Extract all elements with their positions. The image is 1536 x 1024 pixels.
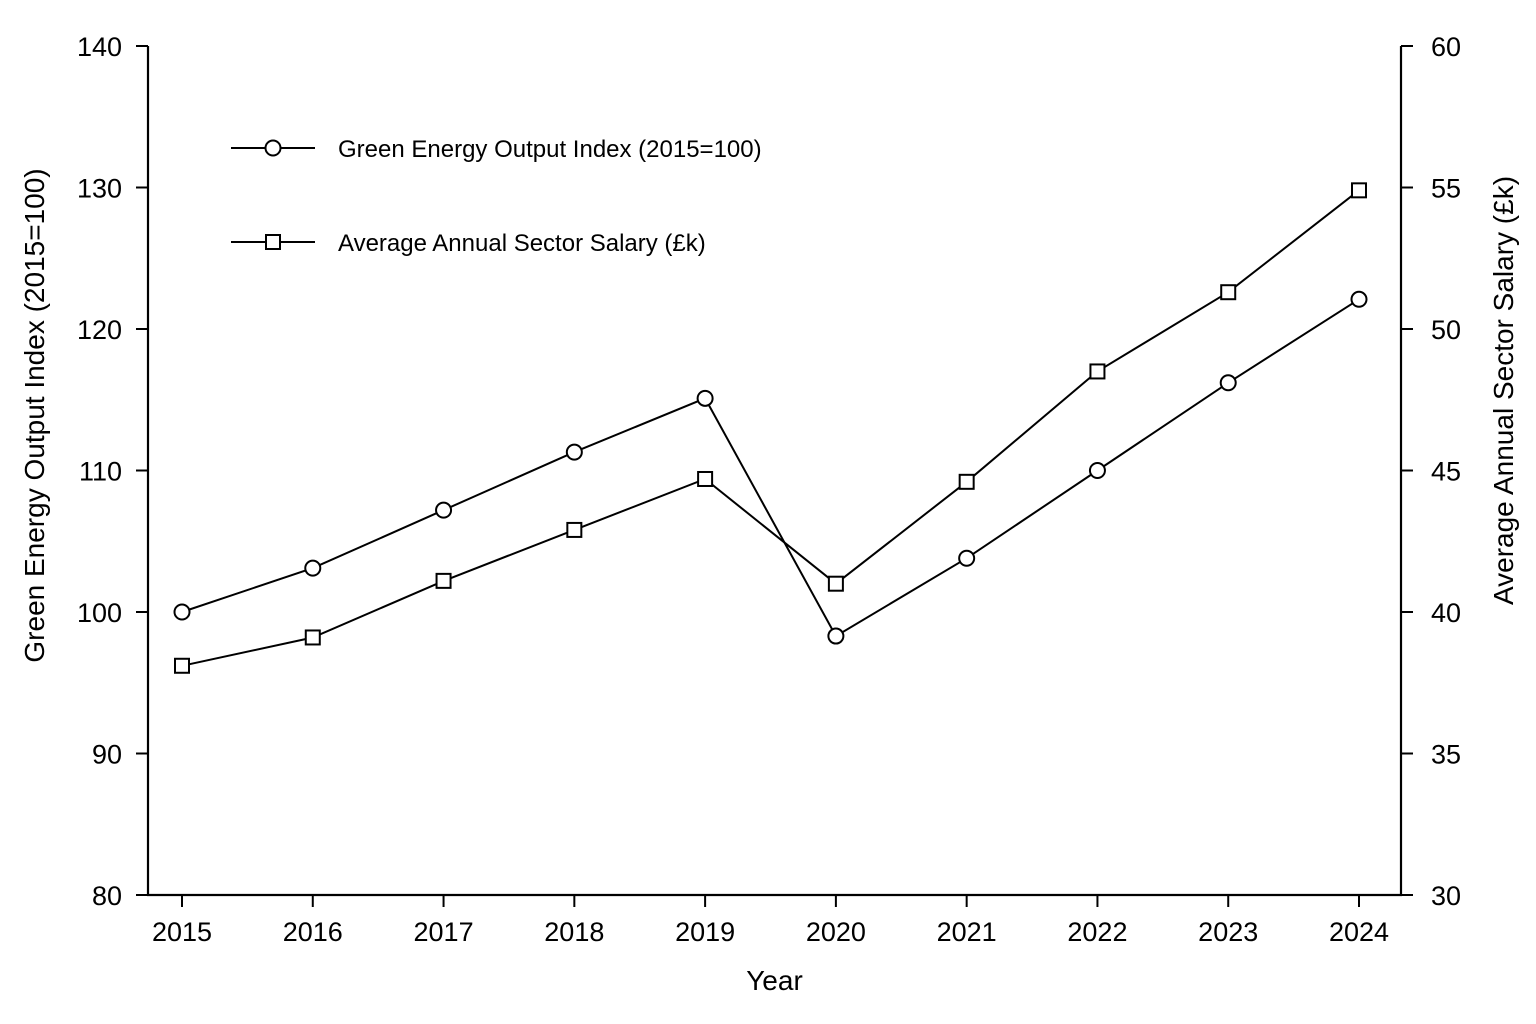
output-index-point (304, 559, 322, 577)
right-y-tick-label: 50 (1431, 315, 1461, 345)
legend-circle-marker (264, 139, 282, 157)
output-index-point (696, 389, 714, 407)
salary-point (1351, 182, 1367, 199)
output-index-point (827, 627, 845, 645)
left-y-tick-label: 100 (77, 598, 122, 628)
legend: Green Energy Output Index (2015=100) Ave… (231, 136, 762, 257)
series (173, 182, 1368, 674)
output-index-point (565, 443, 583, 461)
left-y-tick-label: 110 (79, 457, 122, 487)
output-index-line (181, 298, 1360, 638)
output-index-point (173, 603, 191, 621)
x-tick-label: 2020 (806, 917, 866, 947)
output-index-point (1088, 462, 1106, 479)
axes (146, 46, 1403, 897)
right-y-tick-label: 35 (1431, 740, 1461, 770)
salary-point (566, 521, 583, 538)
x-tick-label: 2023 (1198, 917, 1258, 947)
right-y-tick-label: 40 (1431, 598, 1461, 628)
left-y-tick-label: 140 (77, 32, 122, 62)
output-index-point (958, 549, 976, 567)
left-y-tick-label: 80 (92, 881, 122, 911)
x-axis-title: Year (746, 965, 803, 996)
left-y-tick-label: 120 (77, 315, 122, 345)
salary-point (1220, 284, 1237, 301)
x-tick-label: 2019 (675, 917, 735, 947)
x-tick-label: 2015 (152, 917, 212, 947)
legend-label-output-index: Green Energy Output Index (2015=100) (338, 136, 762, 163)
left-y-tick-label: 90 (92, 740, 122, 770)
ticks: 80 90 100 110 120 130 140 30 35 40 45 50 55 60 2015 201… (77, 32, 1461, 947)
salary-point (304, 629, 321, 646)
right-y-tick-label: 55 (1431, 174, 1461, 204)
right-y-tick-label: 30 (1431, 881, 1461, 911)
x-tick-label: 2024 (1329, 917, 1389, 947)
right-y-tick-label: 60 (1431, 32, 1461, 62)
salary-point (435, 572, 452, 589)
x-tick-label: 2016 (283, 917, 343, 947)
right-y-tick-label: 45 (1431, 457, 1461, 487)
right-y-axis-title: Average Annual Sector Salary (£k) (1488, 176, 1519, 605)
salary-point (174, 657, 190, 674)
salary-point (697, 470, 714, 487)
x-tick-label: 2022 (1067, 917, 1127, 947)
output-index-point (1350, 290, 1368, 308)
x-tick-label: 2018 (544, 917, 604, 947)
salary-line (181, 189, 1360, 667)
output-index-point (435, 501, 453, 519)
salary-point (1089, 363, 1106, 380)
left-y-tick-label: 130 (77, 174, 122, 204)
x-tick-label: 2021 (937, 917, 997, 947)
legend-square-marker (265, 234, 281, 250)
left-y-axis-title: Green Energy Output Index (2015=100) (19, 168, 50, 662)
output-index-point (1219, 374, 1237, 392)
salary-point (827, 575, 844, 592)
salary-point (958, 473, 975, 490)
legend-label-salary: Average Annual Sector Salary (£k) (338, 230, 706, 257)
x-tick-label: 2017 (414, 917, 474, 947)
